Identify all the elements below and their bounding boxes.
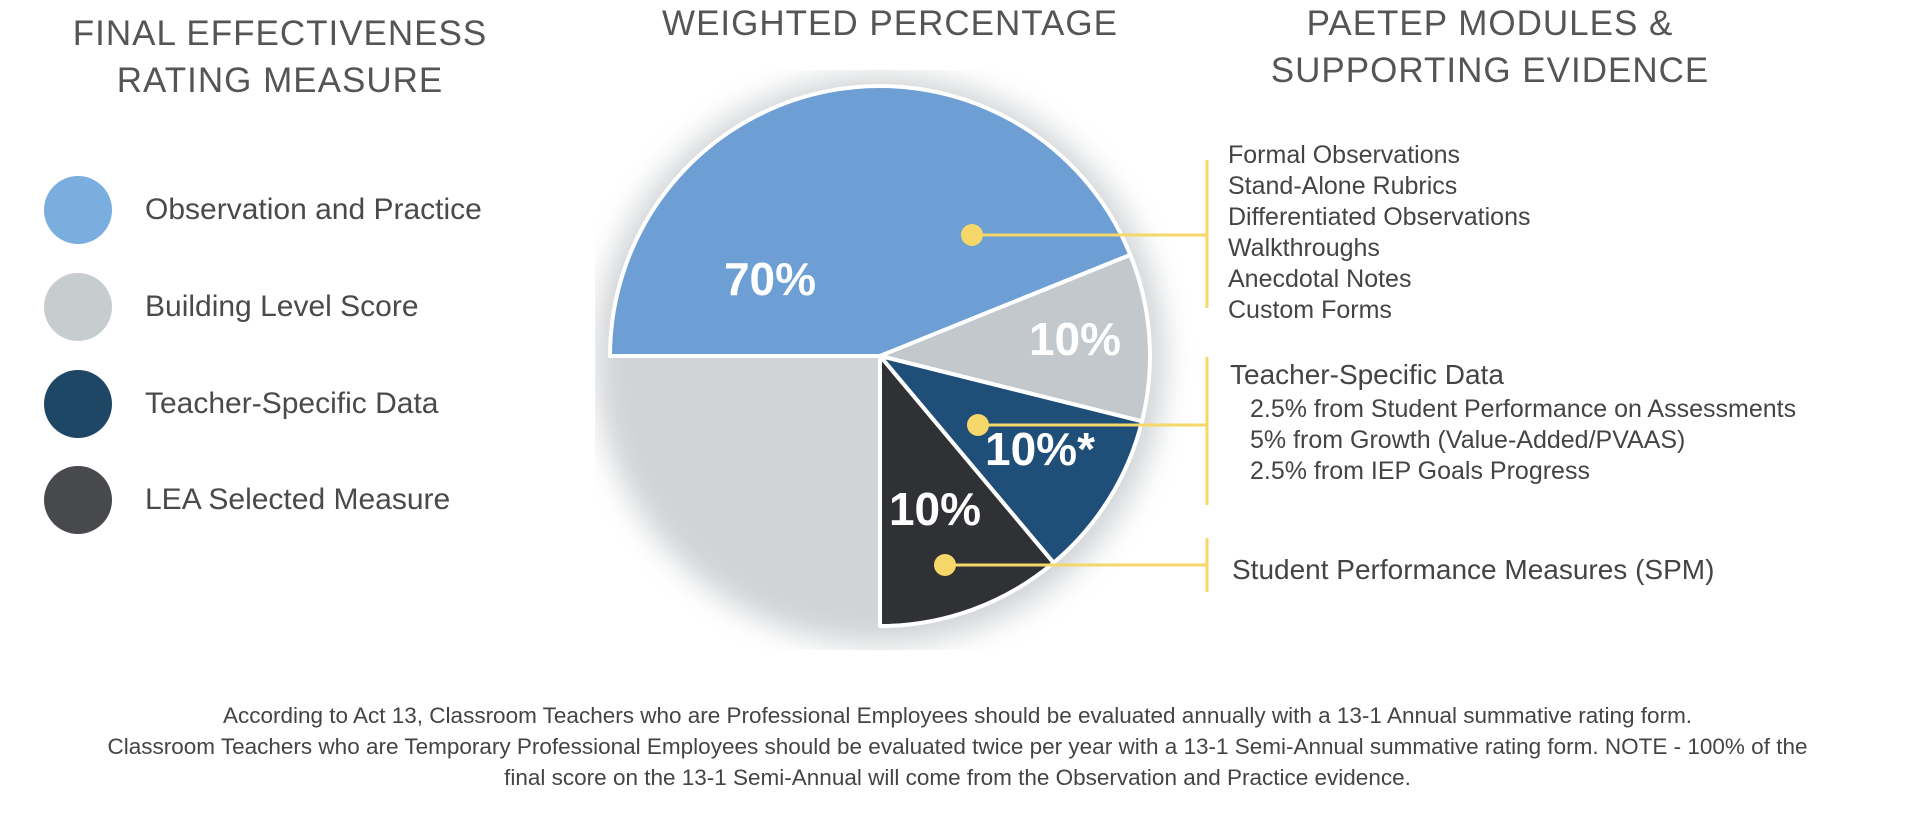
list-item: Walkthroughs xyxy=(1228,234,1380,262)
teacher-specific-evidence: Teacher-Specific Data 2.5% from Student … xyxy=(1230,356,1796,487)
connector-dot xyxy=(961,224,983,246)
list-item: Differentiated Observations xyxy=(1228,203,1531,231)
slice-lea xyxy=(878,354,1056,628)
footnote-line: final score on the 13-1 Semi-Annual will… xyxy=(504,765,1411,790)
list-item: Formal Observations xyxy=(1228,141,1461,169)
left-heading: FINAL EFFECTIVENESS RATING MEASURE xyxy=(72,14,488,100)
legend-swatch xyxy=(44,370,112,438)
legend-label: Teacher-Specific Data xyxy=(145,387,439,420)
slice-label: 10% xyxy=(889,483,981,535)
legend-item-teacher: Teacher-Specific Data xyxy=(44,369,438,439)
legend-label: LEA Selected Measure xyxy=(145,483,451,516)
list-item: Custom Forms xyxy=(1228,296,1392,324)
legend-swatch xyxy=(44,273,112,341)
footnote: According to Act 13, Classroom Teachers … xyxy=(30,700,1885,793)
legend-swatch xyxy=(44,466,112,534)
spm-evidence: Student Performance Measures (SPM) xyxy=(1232,551,1714,589)
slice-building xyxy=(878,252,1152,424)
pie-chart: 70%10%10%*10% xyxy=(595,75,1209,645)
connector-dot xyxy=(967,414,989,436)
observation-evidence-list: Formal Observations Stand-Alone Rubrics … xyxy=(1228,140,1530,326)
list-item: Anecdotal Notes xyxy=(1228,265,1412,293)
footnote-line: Classroom Teachers who are Temporary Pro… xyxy=(107,734,1808,759)
legend-item-lea: LEA Selected Measure xyxy=(44,465,450,535)
right-heading: PAETEP MODULES & SUPPORTING EVIDENCE xyxy=(1270,4,1710,90)
legend-label: Observation and Practice xyxy=(145,193,482,226)
slice-label: 10%* xyxy=(985,423,1095,475)
footnote-line: According to Act 13, Classroom Teachers … xyxy=(222,703,1693,728)
slice-observation xyxy=(608,84,1133,358)
group-title: Teacher-Specific Data xyxy=(1230,359,1504,390)
slice-teacher xyxy=(878,354,1144,565)
list-item: Stand-Alone Rubrics xyxy=(1228,172,1458,200)
legend-item-observation: Observation and Practice xyxy=(44,175,482,245)
list-item: 2.5% from Student Performance on Assessm… xyxy=(1250,395,1797,423)
legend-swatch xyxy=(44,176,112,244)
legend-label: Building Level Score xyxy=(145,290,419,323)
connector-dot xyxy=(934,554,956,576)
list-item: 2.5% from IEP Goals Progress xyxy=(1250,457,1590,485)
group-title: Student Performance Measures (SPM) xyxy=(1232,554,1715,585)
list-item: 5% from Growth (Value-Added/PVAAS) xyxy=(1250,426,1686,454)
legend-item-building: Building Level Score xyxy=(44,272,419,342)
slice-label: 10% xyxy=(1029,313,1121,365)
slice-label: 70% xyxy=(724,253,816,305)
chart-title: WEIGHTED PERCENTAGE xyxy=(662,4,1118,43)
